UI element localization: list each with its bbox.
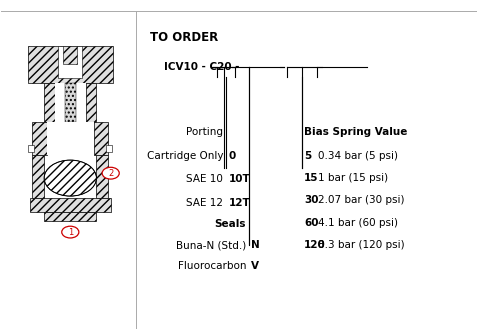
- Bar: [44, 83, 54, 122]
- Text: TO ORDER: TO ORDER: [150, 31, 218, 44]
- Text: 0.34 bar (5 psi): 0.34 bar (5 psi): [318, 151, 398, 161]
- Bar: [94, 122, 109, 155]
- Bar: [44, 213, 97, 221]
- Text: 10T: 10T: [228, 174, 250, 184]
- Text: ICV10 - C20 -: ICV10 - C20 -: [164, 62, 240, 72]
- Circle shape: [102, 167, 119, 179]
- Text: SAE 12: SAE 12: [186, 198, 223, 208]
- Text: 4.1 bar (60 psi): 4.1 bar (60 psi): [318, 217, 398, 228]
- Text: Buna-N (Std.): Buna-N (Std.): [176, 240, 246, 250]
- Text: 2: 2: [108, 169, 113, 178]
- Bar: [30, 198, 111, 213]
- Bar: [54, 83, 86, 122]
- Bar: [107, 146, 112, 152]
- Bar: [46, 122, 94, 155]
- Text: Seals: Seals: [215, 219, 246, 229]
- Bar: [97, 155, 109, 198]
- Text: Fluorocarbon: Fluorocarbon: [178, 261, 246, 272]
- Text: 15: 15: [304, 173, 319, 183]
- Text: Bias Spring Value: Bias Spring Value: [304, 127, 407, 137]
- Bar: [65, 83, 76, 122]
- Text: 30: 30: [304, 195, 319, 205]
- Bar: [33, 155, 44, 198]
- Bar: [58, 46, 82, 78]
- Text: 1: 1: [68, 228, 73, 237]
- Text: V: V: [251, 261, 260, 272]
- Text: 8.3 bar (120 psi): 8.3 bar (120 psi): [318, 240, 405, 250]
- Text: Porting: Porting: [186, 127, 223, 137]
- Circle shape: [44, 160, 97, 196]
- Bar: [28, 46, 113, 83]
- Text: 60: 60: [304, 217, 319, 228]
- Text: 5: 5: [304, 151, 311, 161]
- Text: Cartridge Only: Cartridge Only: [147, 151, 223, 161]
- Text: 12T: 12T: [228, 198, 250, 208]
- Bar: [86, 83, 97, 122]
- Bar: [63, 46, 77, 64]
- Circle shape: [62, 226, 79, 238]
- Text: 2.07 bar (30 psi): 2.07 bar (30 psi): [318, 195, 405, 205]
- Bar: [33, 122, 46, 155]
- Text: SAE 10: SAE 10: [186, 174, 223, 184]
- Text: 1 bar (15 psi): 1 bar (15 psi): [318, 173, 389, 183]
- Text: 0: 0: [228, 151, 236, 161]
- Bar: [29, 146, 34, 152]
- Text: N: N: [251, 240, 260, 250]
- Text: 120: 120: [304, 240, 326, 250]
